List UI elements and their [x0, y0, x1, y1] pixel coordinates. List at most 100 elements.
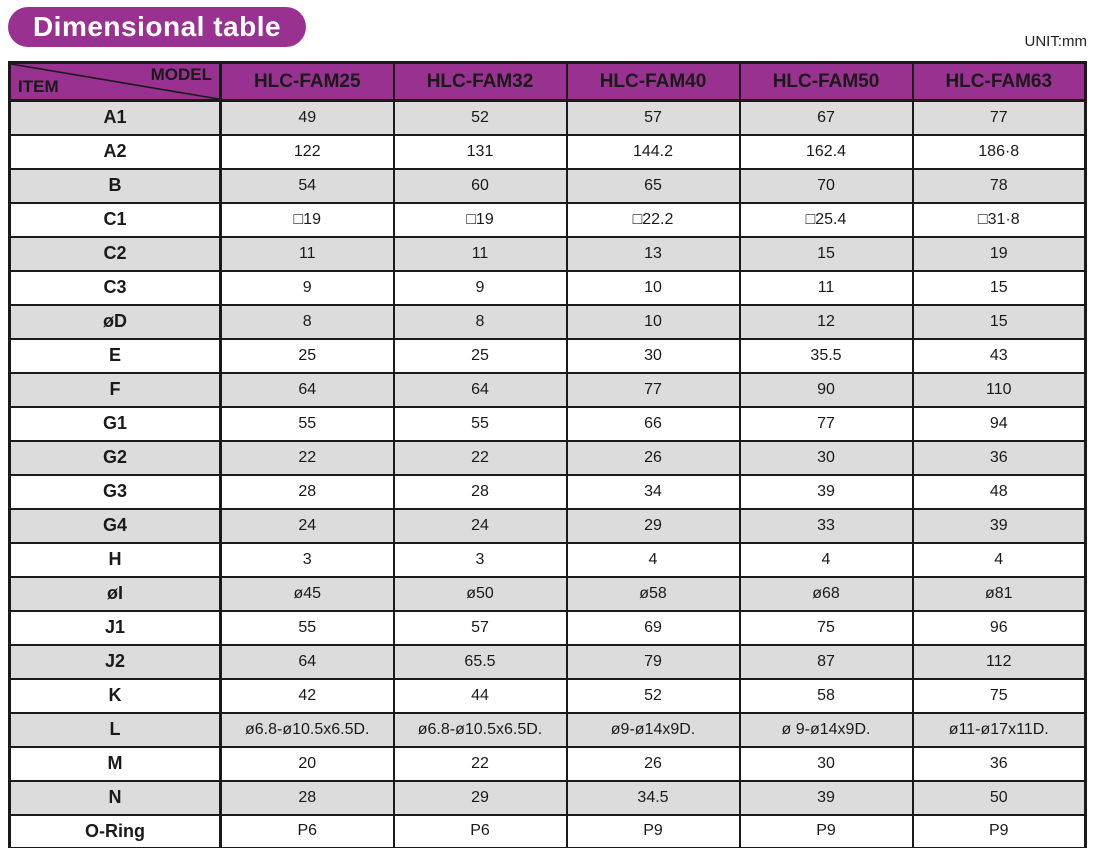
value-cell: 44: [392, 677, 568, 714]
table-row: O-Ring P6 P6 P9 P9 P9: [8, 813, 1087, 848]
diagonal-divider: [11, 64, 219, 99]
value-cell: 22: [392, 745, 568, 782]
value-cell: 57: [392, 609, 568, 646]
value-cell: 25: [392, 337, 568, 374]
model-header-cell: HLC-FAM32: [392, 61, 568, 102]
model-header-cell: HLC-FAM40: [565, 61, 741, 102]
value-cell: 112: [911, 643, 1087, 680]
table-row: C2 11 11 13 15 19: [8, 235, 1087, 272]
item-cell: G3: [8, 473, 222, 510]
value-cell: 39: [911, 507, 1087, 544]
value-cell: 131: [392, 133, 568, 170]
item-cell: G1: [8, 405, 222, 442]
table-row: C1 □19 □19 □22.2 □25.4 □31·8: [8, 201, 1087, 238]
table-row: øI ø45 ø50 ø58 ø68 ø81: [8, 575, 1087, 612]
item-cell: A1: [8, 99, 222, 136]
value-cell: 8: [392, 303, 568, 340]
item-cell: C1: [8, 201, 222, 238]
table-row: C3 9 9 10 11 15: [8, 269, 1087, 306]
value-cell: ø81: [911, 575, 1087, 612]
item-cell: N: [8, 779, 222, 816]
table-row: E 25 25 30 35.5 43: [8, 337, 1087, 374]
value-cell: 29: [565, 507, 741, 544]
table-row: A1 49 52 57 67 77: [8, 99, 1087, 136]
item-cell: J1: [8, 609, 222, 646]
value-cell: 55: [219, 609, 395, 646]
model-header-cell: HLC-FAM25: [219, 61, 395, 102]
value-cell: 10: [565, 303, 741, 340]
value-cell: □19: [392, 201, 568, 238]
table-body: A1 49 52 57 67 77 A2 122 131 144.2 162.4 186·8 B 54 60…: [8, 99, 1087, 848]
value-cell: 186·8: [911, 133, 1087, 170]
value-cell: 4: [565, 541, 741, 578]
value-cell: ø58: [565, 575, 741, 612]
item-cell: J2: [8, 643, 222, 680]
value-cell: 24: [392, 507, 568, 544]
item-cell: H: [8, 541, 222, 578]
value-cell: 87: [738, 643, 914, 680]
value-cell: 28: [219, 779, 395, 816]
value-cell: 70: [738, 167, 914, 204]
value-cell: 122: [219, 133, 395, 170]
value-cell: 11: [738, 269, 914, 306]
value-cell: 9: [219, 269, 395, 306]
value-cell: 66: [565, 405, 741, 442]
item-cell: øD: [8, 303, 222, 340]
value-cell: 11: [392, 235, 568, 272]
table-row: J2 64 65.5 79 87 112: [8, 643, 1087, 680]
item-cell: øI: [8, 575, 222, 612]
value-cell: 79: [565, 643, 741, 680]
value-cell: 22: [392, 439, 568, 476]
value-cell: 9: [392, 269, 568, 306]
value-cell: 52: [565, 677, 741, 714]
model-header-cell: HLC-FAM63: [911, 61, 1087, 102]
value-cell: 75: [911, 677, 1087, 714]
value-cell: ø45: [219, 575, 395, 612]
value-cell: 24: [219, 507, 395, 544]
value-cell: 57: [565, 99, 741, 136]
page-title: Dimensional table: [32, 11, 282, 42]
table-row: M 20 22 26 30 36: [8, 745, 1087, 782]
value-cell: 19: [911, 235, 1087, 272]
value-cell: 25: [219, 337, 395, 374]
value-cell: P9: [738, 813, 914, 848]
value-cell: 39: [738, 779, 914, 816]
item-cell: A2: [8, 133, 222, 170]
value-cell: 64: [392, 371, 568, 408]
value-cell: ø68: [738, 575, 914, 612]
table-row: J1 55 57 69 75 96: [8, 609, 1087, 646]
corner-item-label: ITEM: [18, 77, 59, 96]
value-cell: 96: [911, 609, 1087, 646]
value-cell: 26: [565, 439, 741, 476]
value-cell: 65: [565, 167, 741, 204]
value-cell: 48: [911, 473, 1087, 510]
corner-header-cell: MODEL ITEM: [8, 61, 222, 102]
value-cell: 13: [565, 235, 741, 272]
value-cell: □19: [219, 201, 395, 238]
item-cell: L: [8, 711, 222, 748]
table-row: øD 8 8 10 12 15: [8, 303, 1087, 340]
value-cell: ø9-ø14x9D.: [565, 711, 741, 748]
value-cell: 65.5: [392, 643, 568, 680]
value-cell: 90: [738, 371, 914, 408]
value-cell: 3: [219, 541, 395, 578]
value-cell: 58: [738, 677, 914, 714]
value-cell: ø50: [392, 575, 568, 612]
value-cell: 30: [738, 745, 914, 782]
value-cell: 15: [911, 269, 1087, 306]
value-cell: 11: [219, 235, 395, 272]
value-cell: 22: [219, 439, 395, 476]
value-cell: 52: [392, 99, 568, 136]
value-cell: 26: [565, 745, 741, 782]
value-cell: 28: [392, 473, 568, 510]
value-cell: 30: [565, 337, 741, 374]
value-cell: 4: [911, 541, 1087, 578]
item-cell: G4: [8, 507, 222, 544]
value-cell: 77: [911, 99, 1087, 136]
value-cell: ø6.8-ø10.5x6.5D.: [392, 711, 568, 748]
value-cell: 144.2: [565, 133, 741, 170]
item-cell: M: [8, 745, 222, 782]
